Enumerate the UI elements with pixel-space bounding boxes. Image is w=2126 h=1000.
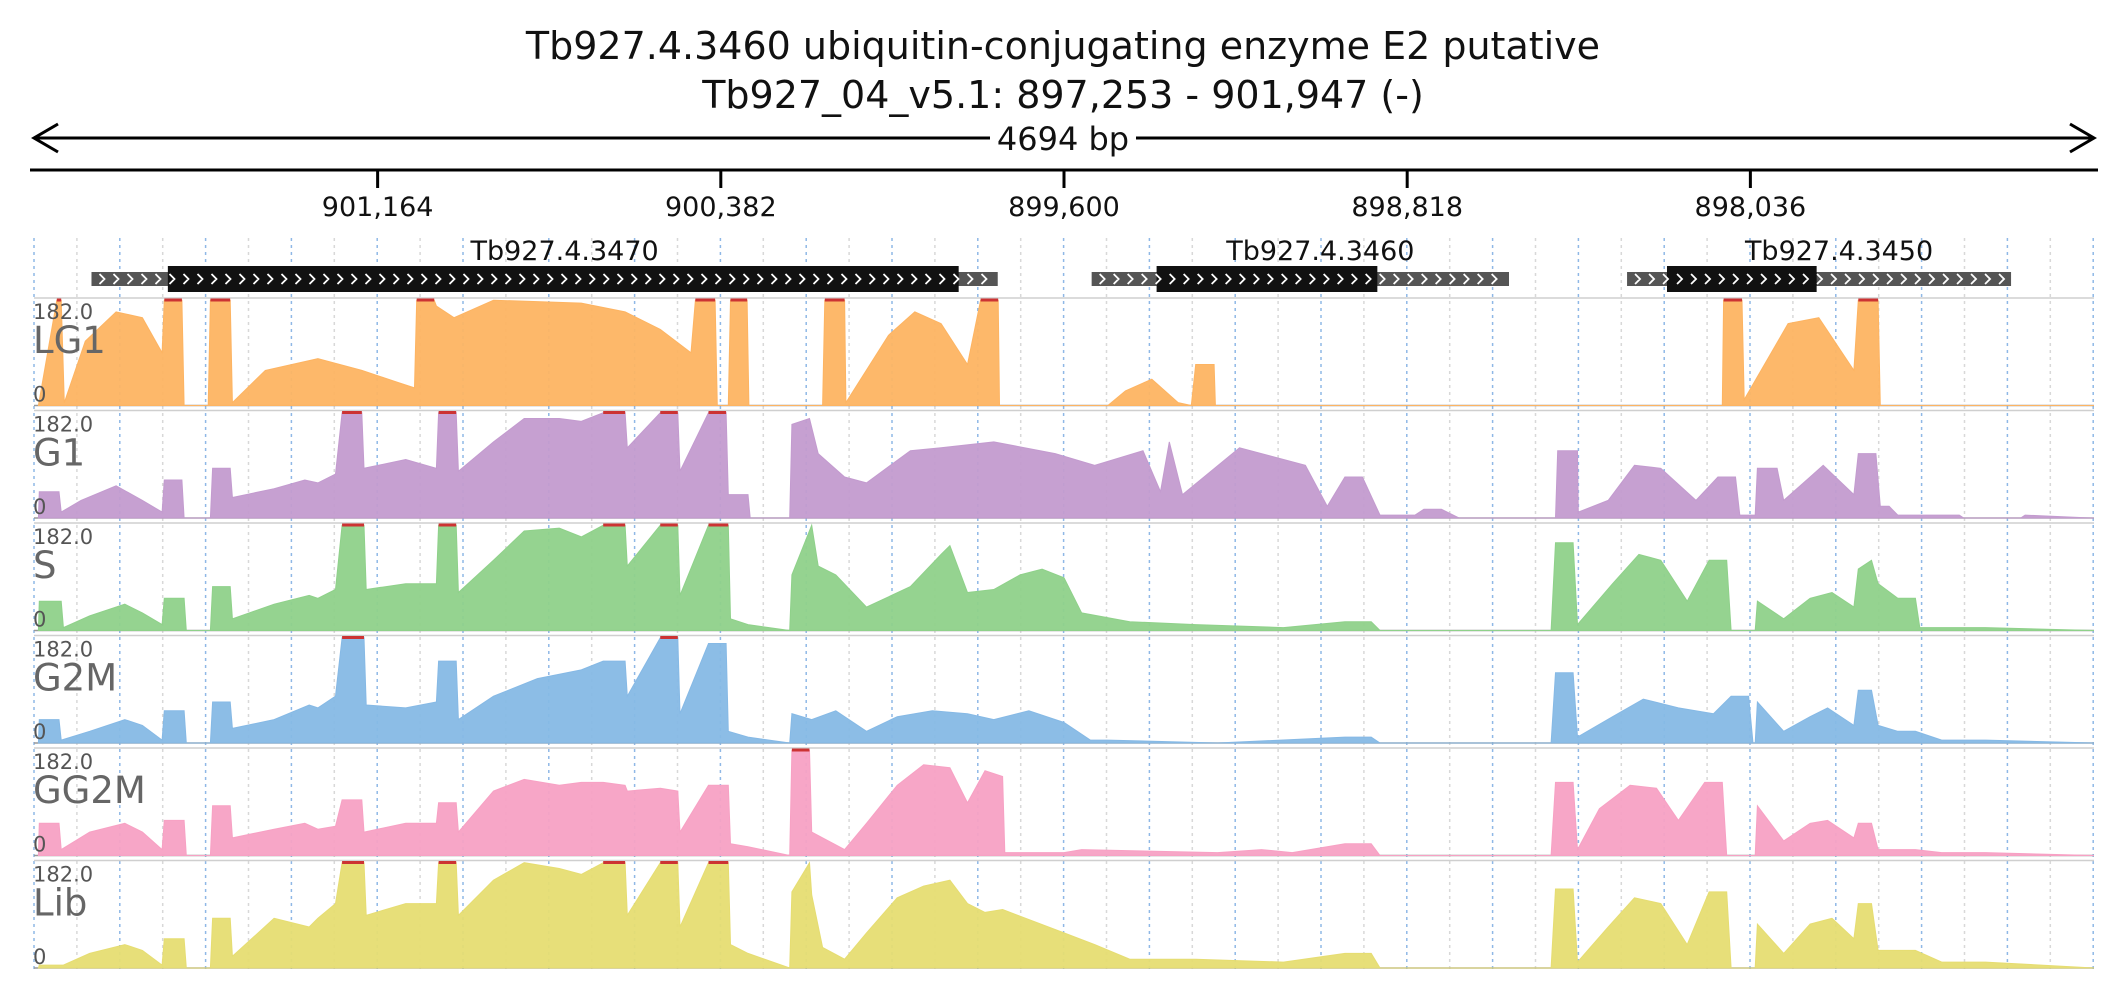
span-label: 4694 bp: [997, 120, 1129, 158]
axis-ticks: 901,164 900,382 899,600 898,818 898,036: [322, 170, 1806, 223]
track-name-label: GG2M: [33, 769, 146, 812]
axis-tick-label: 898,036: [1695, 192, 1807, 223]
track-min-label: 0: [33, 608, 46, 632]
gene-model: Tb927.4.3460: [1091, 236, 1510, 292]
track-name-label: LG1: [33, 319, 106, 362]
gene-label: Tb927.4.3460: [1225, 236, 1414, 267]
gene-model: Tb927.4.3470: [91, 236, 998, 292]
track-max-label: 182.0: [33, 413, 93, 437]
track-min-label: 0: [33, 383, 46, 407]
track-lib: 182.0 0 Lib: [33, 859, 2095, 969]
track-min-label: 0: [33, 945, 46, 969]
span-indicator: 4694 bp: [31, 118, 2097, 158]
gene-strand-arrows: [1634, 273, 2006, 285]
track-name-label: G2M: [33, 657, 117, 700]
track-g2m: 182.0 0 G2M: [33, 634, 2095, 744]
gene-label: Tb927.4.3450: [1744, 236, 1933, 267]
track-min-label: 0: [33, 720, 46, 744]
coverage-area: [37, 523, 2095, 632]
chart-subtitle: Tb927_04_v5.1: 897,253 - 901,947 (-): [701, 73, 1424, 117]
track-max-label: 182.0: [33, 750, 93, 774]
coverage-area: [37, 861, 2095, 969]
track-min-label: 0: [33, 833, 46, 857]
track-name-label: Lib: [33, 882, 87, 925]
gene-model: Tb927.4.3450: [1627, 236, 2012, 292]
axis-tick-label: 899,600: [1008, 192, 1120, 223]
coverage-area: [37, 749, 2095, 857]
track-name-label: G1: [33, 432, 85, 475]
track-max-label: 182.0: [33, 638, 93, 662]
axis-tick-label: 900,382: [665, 192, 777, 223]
gene-cds: [1156, 266, 1378, 292]
span-arrow-right-head: [2069, 122, 2097, 154]
track-max-label: 182.0: [33, 863, 93, 887]
track-min-label: 0: [33, 495, 46, 519]
axis-tick-label: 898,818: [1351, 192, 1463, 223]
track-max-label: 182.0: [33, 525, 93, 549]
chart-title: Tb927.4.3460 ubiquitin-conjugating enzym…: [525, 24, 1600, 68]
gene-strand-arrows: [1099, 273, 1498, 285]
track-lg1: 182.0 0 LG1: [33, 297, 2094, 407]
coverage-area: [37, 299, 2094, 407]
coverage-area: [37, 637, 2095, 744]
track-g1: 182.0 0 G1: [33, 409, 2094, 519]
span-label-bg: [990, 118, 1136, 158]
track-max-label: 182.0: [33, 300, 93, 324]
gene-models: Tb927.4.3470 Tb927.4.3460 Tb927.4.3450: [91, 236, 2012, 292]
track-gg2m: 182.0 0 GG2M: [33, 747, 2095, 857]
track-name-label: S: [33, 544, 57, 587]
gene-strand-arrows: [98, 273, 988, 285]
coverage-area: [37, 412, 2094, 519]
span-arrow-left-head: [31, 122, 59, 154]
track-s: 182.0 0 S: [33, 522, 2095, 632]
axis-tick-label: 901,164: [322, 192, 434, 223]
gene-cds: [1666, 266, 1817, 292]
coverage-tracks: 182.00LG1182.00G1182.00S182.00G2M182.00G…: [33, 297, 2095, 969]
gene-label: Tb927.4.3470: [469, 236, 658, 267]
